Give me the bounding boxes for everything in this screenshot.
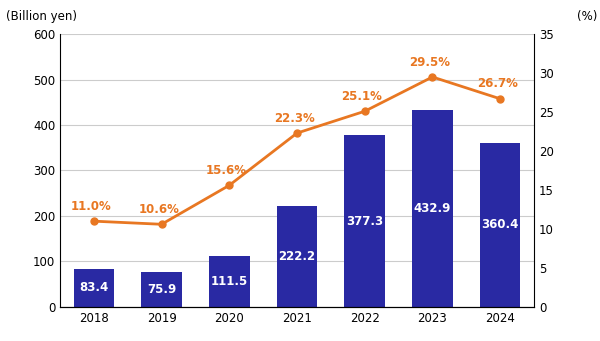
Text: 22.3%: 22.3% xyxy=(274,112,314,125)
Text: 111.5: 111.5 xyxy=(211,275,248,288)
Text: (%): (%) xyxy=(577,10,597,23)
Bar xyxy=(344,135,385,307)
Bar xyxy=(209,256,250,307)
Bar xyxy=(74,269,114,307)
Text: 360.4: 360.4 xyxy=(481,219,519,232)
Text: 29.5%: 29.5% xyxy=(409,56,450,69)
Text: 26.7%: 26.7% xyxy=(477,77,518,90)
Text: 15.6%: 15.6% xyxy=(206,164,247,177)
Text: 83.4: 83.4 xyxy=(79,281,109,294)
Bar xyxy=(141,272,182,307)
Bar xyxy=(412,110,453,307)
Bar xyxy=(277,206,317,307)
Text: 11.0%: 11.0% xyxy=(71,200,112,213)
Text: 432.9: 432.9 xyxy=(414,202,451,215)
Text: 25.1%: 25.1% xyxy=(341,90,382,103)
Bar xyxy=(480,143,520,307)
Text: 10.6%: 10.6% xyxy=(139,203,179,216)
Text: 75.9: 75.9 xyxy=(147,283,176,296)
Text: (Billion yen): (Billion yen) xyxy=(6,10,77,23)
Text: 222.2: 222.2 xyxy=(278,250,316,263)
Text: 377.3: 377.3 xyxy=(346,214,383,228)
